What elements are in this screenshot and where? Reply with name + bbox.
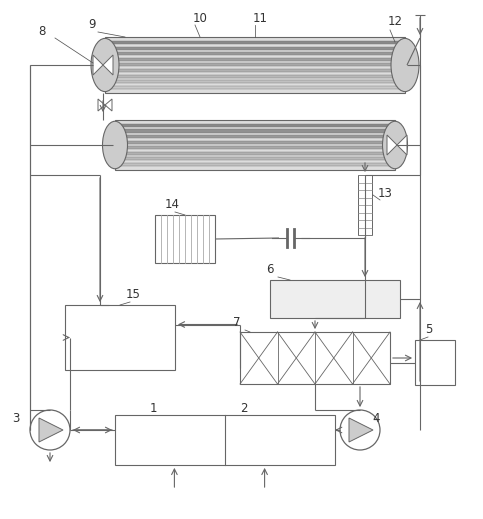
Text: 2: 2 (240, 402, 247, 415)
Polygon shape (349, 418, 373, 442)
Bar (415, 340, 455, 385)
Bar (117, 157, 393, 160)
Text: 10: 10 (193, 12, 208, 25)
Bar (105, 37, 405, 93)
Bar (107, 86, 403, 89)
Text: 12: 12 (388, 15, 403, 28)
Bar (117, 152, 393, 155)
Polygon shape (387, 135, 397, 155)
Polygon shape (98, 99, 105, 111)
Bar (117, 146, 393, 149)
Bar (270, 280, 400, 318)
Text: 4: 4 (372, 412, 380, 425)
Bar (155, 215, 215, 263)
Bar (115, 120, 395, 170)
Bar (107, 69, 403, 72)
Text: 11: 11 (253, 12, 268, 25)
Text: 14: 14 (165, 198, 180, 211)
Bar (107, 52, 403, 55)
Polygon shape (397, 135, 407, 155)
Polygon shape (93, 55, 103, 75)
Polygon shape (105, 99, 112, 111)
Bar (115, 415, 335, 465)
Polygon shape (39, 418, 63, 442)
Text: 6: 6 (266, 263, 273, 276)
Text: 13: 13 (378, 187, 393, 200)
Bar (117, 129, 393, 132)
Circle shape (30, 410, 70, 450)
Text: 15: 15 (126, 288, 141, 301)
Bar (107, 41, 403, 44)
Bar (358, 175, 372, 235)
Bar (107, 63, 403, 66)
Text: 8: 8 (38, 25, 45, 38)
Text: 5: 5 (425, 323, 432, 336)
Bar (117, 163, 393, 166)
Circle shape (340, 410, 380, 450)
Bar (240, 332, 390, 384)
Polygon shape (103, 55, 113, 75)
Bar (117, 124, 393, 127)
Bar (107, 75, 403, 78)
Bar (117, 135, 393, 138)
Ellipse shape (383, 121, 408, 169)
Bar (65, 305, 175, 370)
Text: 3: 3 (12, 412, 19, 425)
Bar (107, 58, 403, 61)
Text: 7: 7 (233, 316, 241, 329)
Text: 9: 9 (88, 18, 96, 31)
Text: 1: 1 (150, 402, 157, 415)
Ellipse shape (91, 38, 119, 91)
Ellipse shape (391, 38, 419, 91)
Bar (107, 47, 403, 50)
Bar (117, 141, 393, 144)
Bar (107, 80, 403, 83)
Ellipse shape (102, 121, 128, 169)
